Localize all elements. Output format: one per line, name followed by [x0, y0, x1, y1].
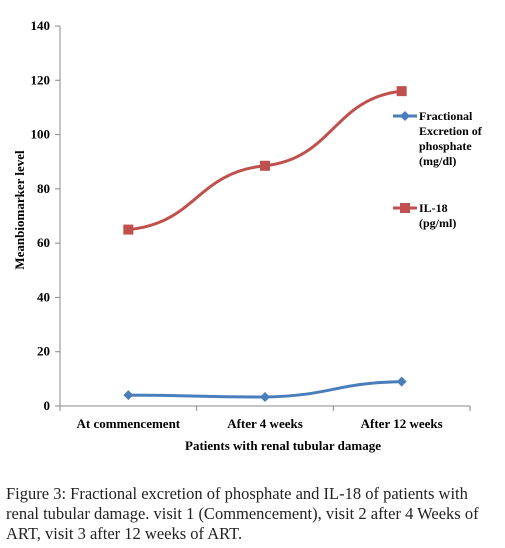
- series-lines: [123, 86, 407, 403]
- y-tick-label: 80: [37, 181, 50, 196]
- y-tick-label: 100: [31, 127, 51, 142]
- y-tick-label: 40: [37, 289, 50, 304]
- y-tick-label: 20: [37, 344, 50, 359]
- data-point-square: [123, 224, 134, 235]
- legend-label: Fractional: [419, 109, 473, 123]
- legend-label: Excretion of: [419, 124, 483, 138]
- data-point-square: [260, 160, 270, 171]
- legend-label: (pg/ml): [419, 216, 456, 230]
- caption-label: Figure 3:: [6, 484, 67, 503]
- data-point-diamond: [260, 392, 270, 403]
- data-point-square: [396, 86, 407, 97]
- data-point-square: [400, 203, 410, 213]
- y-axis-title: Meanbiomarker level: [12, 150, 27, 270]
- y-tick-label: 0: [44, 398, 51, 413]
- data-point-diamond: [123, 390, 134, 401]
- x-axis: At commencement After 4 weeks After 12 wee…: [59, 405, 471, 431]
- y-axis: 0 20 40 60 80 100 120 140: [31, 18, 61, 413]
- y-tick-label: 140: [31, 18, 51, 33]
- series-line: [128, 89, 402, 232]
- x-axis-title: Patients with renal tubular damage: [185, 438, 381, 453]
- series-1: [123, 376, 407, 403]
- x-tick-label: After 4 weeks: [227, 416, 303, 431]
- legend-label: IL-18: [419, 201, 448, 215]
- y-tick-label: 120: [31, 72, 51, 87]
- legend-label: (mg/dl): [419, 154, 456, 168]
- series-2: [123, 86, 407, 235]
- x-tick-label: After 12 weeks: [361, 416, 443, 431]
- legend-label: phosphate: [419, 139, 472, 153]
- legend-entry-2: IL-18(pg/ml): [393, 201, 456, 230]
- figure-caption: Figure 3: Fractional excretion of phosph…: [6, 484, 501, 544]
- chart: 0 20 40 60 80 100 120 140 At commencement After …: [12, 18, 483, 453]
- x-tick-label: At commencement: [77, 416, 181, 431]
- data-point-diamond: [400, 111, 410, 121]
- y-tick-label: 60: [37, 235, 50, 250]
- caption-text: Fractional excretion of phosphate and IL…: [6, 484, 479, 543]
- data-point-diamond: [396, 376, 407, 387]
